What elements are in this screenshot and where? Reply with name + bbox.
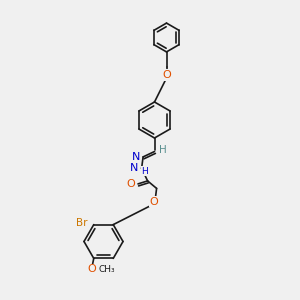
Text: H: H [142, 167, 148, 176]
Text: H: H [159, 145, 167, 155]
Text: N: N [132, 152, 140, 162]
Text: O: O [149, 197, 158, 207]
Text: CH₃: CH₃ [99, 265, 116, 274]
Text: O: O [127, 179, 136, 189]
Text: O: O [88, 265, 97, 275]
Text: Br: Br [76, 218, 88, 228]
Text: O: O [162, 70, 171, 80]
Text: N: N [130, 163, 138, 173]
